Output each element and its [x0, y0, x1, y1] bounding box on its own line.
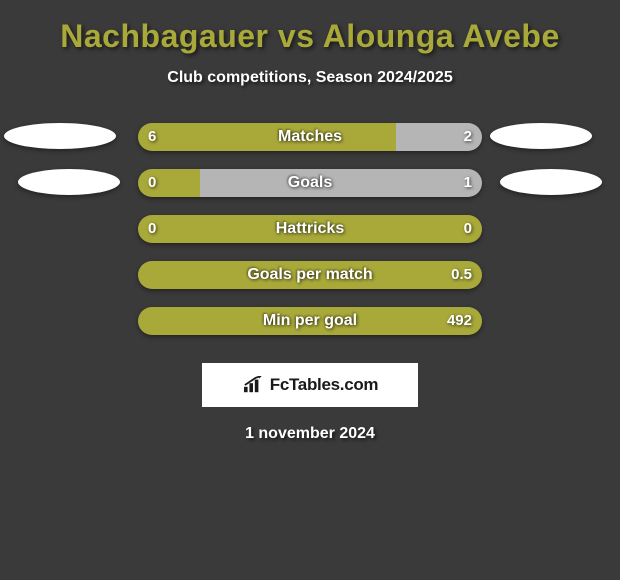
stat-bar-left [138, 169, 200, 197]
stat-bar-left [138, 261, 482, 289]
subtitle: Club competitions, Season 2024/2025 [0, 69, 620, 87]
stat-row: Goals01 [0, 169, 620, 215]
stat-row: Min per goal492 [0, 307, 620, 353]
stat-bar [138, 307, 482, 335]
stat-bar [138, 261, 482, 289]
stat-bar-left [138, 215, 482, 243]
stat-bar [138, 215, 482, 243]
stats-container: Matches62Goals01Hattricks00Goals per mat… [0, 123, 620, 353]
brand-badge: FcTables.com [202, 363, 418, 407]
page-title: Nachbagauer vs Alounga Avebe [0, 0, 620, 55]
stat-row: Hattricks00 [0, 215, 620, 261]
stat-bar-left [138, 307, 482, 335]
stat-bar [138, 123, 482, 151]
stat-row: Matches62 [0, 123, 620, 169]
brand-text: FcTables.com [270, 375, 379, 395]
stat-bar [138, 169, 482, 197]
stat-bar-right [200, 169, 482, 197]
stat-bar-left [138, 123, 396, 151]
player-badge-right [490, 123, 592, 149]
stat-bar-right [396, 123, 482, 151]
date-label: 1 november 2024 [0, 425, 620, 443]
player-badge-left [18, 169, 120, 195]
chart-icon [242, 376, 264, 394]
player-badge-left [4, 123, 116, 149]
stat-row: Goals per match0.5 [0, 261, 620, 307]
player-badge-right [500, 169, 602, 195]
